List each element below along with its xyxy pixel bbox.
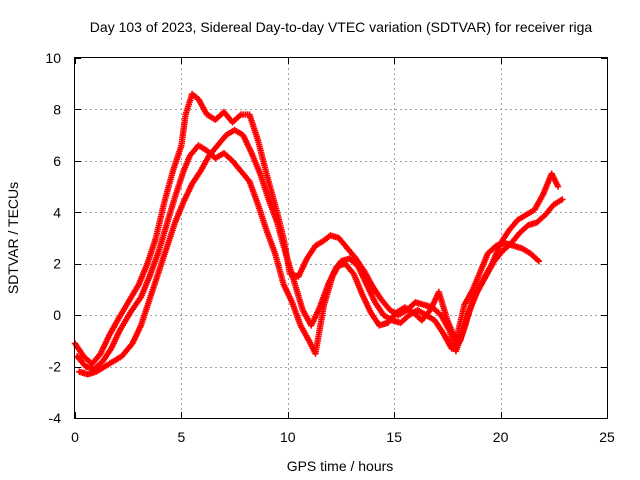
x-axis-label: GPS time / hours [287,458,394,474]
data-point [554,183,562,190]
series-track-b [73,142,566,373]
plot-frame [74,57,608,419]
x-tick-labels: 0 5 10 15 20 25 [71,429,615,445]
y-tick-label: 2 [53,256,61,272]
series-track-a [71,90,562,368]
x-tick-label: 25 [599,429,615,445]
chart-title: Day 103 of 2023, Sidereal Day-to-day VTE… [90,19,593,35]
x-tick-label: 15 [386,429,402,445]
y-tick-labels: -4 -2 0 2 4 6 8 10 [45,50,61,426]
series-track-c [76,126,543,378]
data-point [535,257,543,265]
y-tick-label: 10 [45,50,61,66]
x-tick-label: 0 [71,429,79,445]
x-tick-label: 10 [280,429,296,445]
y-tick-label: -2 [49,359,62,375]
x-tick-label: 20 [493,429,509,445]
data-point [559,196,566,203]
y-tick-label: 6 [53,153,61,169]
data-markers [71,90,566,378]
y-tick-label: -4 [49,410,62,426]
y-axis-label: SDTVAR / TECUs [5,182,21,294]
y-tick-label: 8 [53,101,61,117]
x-tick-label: 5 [178,429,186,445]
y-tick-label: 0 [53,307,61,323]
axis-ticks [75,58,608,419]
y-tick-label: 4 [53,204,61,220]
